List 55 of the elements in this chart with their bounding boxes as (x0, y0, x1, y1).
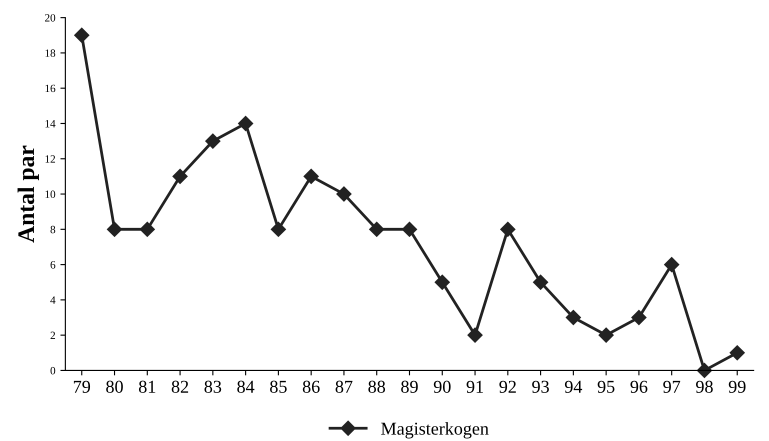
point (730, 345, 745, 360)
point (631, 310, 646, 326)
x-tick-label: 92 (499, 380, 516, 393)
x-tick-label: 80 (106, 380, 123, 393)
y-tick-label: 16 (46, 84, 56, 92)
point (140, 222, 155, 237)
y-tick-label: 0 (50, 366, 56, 374)
x-tick-label: 98 (696, 380, 713, 393)
y-tick-label: 10 (46, 190, 56, 198)
y-tick-label: 12 (46, 155, 56, 163)
x-tick-label: 85 (270, 380, 287, 393)
point (696, 362, 712, 378)
y-tick-label: 18 (46, 49, 56, 57)
point (74, 28, 90, 43)
x-tick-label: 93 (532, 380, 549, 393)
point (369, 222, 384, 237)
x-tick-label: 94 (564, 380, 582, 393)
y-tick-label: 6 (50, 261, 56, 269)
x-tick-label: 81 (138, 380, 156, 393)
point (500, 222, 516, 237)
point (598, 328, 614, 343)
point (172, 168, 188, 184)
x-tick-label: 82 (172, 380, 188, 393)
x-tick-label: 90 (434, 380, 451, 393)
x-tick-label: 96 (630, 380, 648, 393)
x-tick-label: 88 (368, 380, 386, 393)
y-tick-label: 2 (50, 332, 56, 340)
y-tick-label: 20 (45, 14, 56, 22)
point (566, 310, 581, 326)
x-tick-label: 79 (74, 380, 90, 393)
point (664, 257, 680, 272)
point (304, 168, 319, 184)
point (270, 222, 286, 237)
x-tick-label: 86 (302, 380, 320, 393)
x-tick-label: 84 (237, 380, 254, 393)
point (106, 222, 122, 237)
x-tick-label: 83 (204, 380, 222, 393)
x-tick-label: 89 (401, 380, 418, 393)
x-tick-label: 97 (663, 380, 680, 393)
x-tick-label: 91 (466, 380, 483, 393)
y-tick-label: 4 (50, 296, 56, 304)
point (467, 328, 483, 343)
point (402, 222, 418, 237)
x-tick-label: 95 (598, 380, 614, 393)
y-tick-label: 14 (46, 120, 56, 128)
point (205, 134, 220, 149)
point (336, 186, 352, 202)
x-tick-label: 99 (728, 380, 746, 393)
point (238, 116, 254, 132)
legend-label: Magisterkogen (381, 422, 489, 439)
point (533, 274, 548, 290)
y-axis-title: Antal par (18, 146, 39, 243)
x-tick-label: 87 (336, 380, 352, 393)
y-tick-label: 8 (50, 226, 56, 234)
point (434, 274, 450, 290)
